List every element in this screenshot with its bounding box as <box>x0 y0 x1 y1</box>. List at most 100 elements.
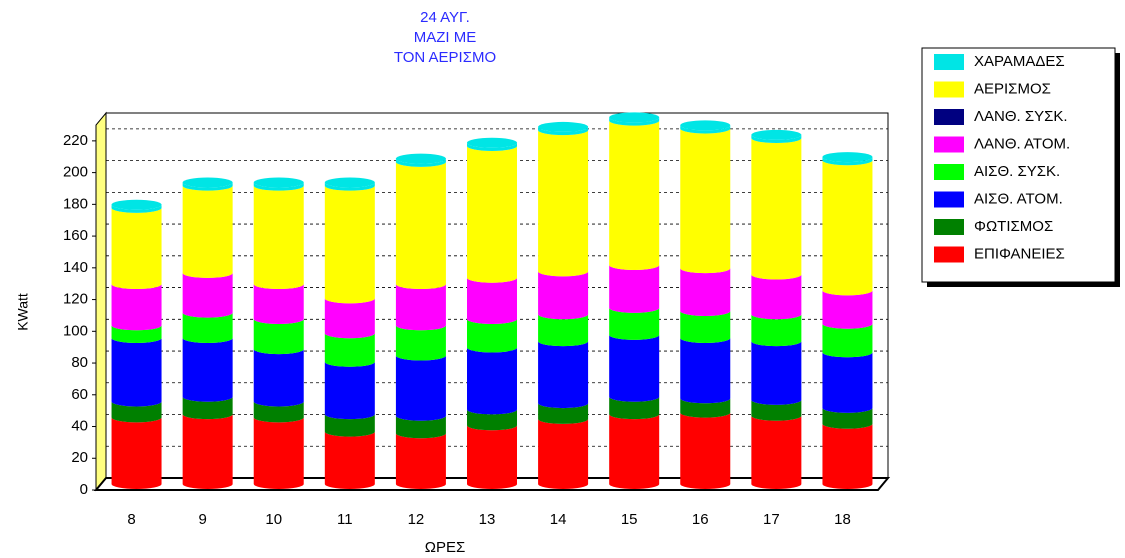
y-tick-label: 220 <box>63 132 88 149</box>
bar-segment <box>609 396 660 420</box>
legend-label: ΑΙΣΘ. ΑΤΟΜ. <box>974 190 1063 207</box>
bar-segment <box>538 418 589 489</box>
y-tick-label: 160 <box>63 227 88 244</box>
bar-cap <box>111 199 162 210</box>
y-tick-label: 0 <box>80 481 88 498</box>
bar-segment <box>609 117 660 126</box>
chart-title: 24 ΑΥΓ. <box>420 9 470 26</box>
bar-segment <box>538 271 589 320</box>
legend-swatch <box>934 54 964 70</box>
bar-segment <box>822 352 873 413</box>
bar-segment <box>253 318 304 355</box>
bar-segment <box>324 414 375 437</box>
bar-segment <box>467 409 517 431</box>
bar-segment <box>680 128 731 274</box>
legend-swatch <box>934 191 964 208</box>
bar-cap <box>253 177 304 188</box>
bar-segment <box>538 130 589 277</box>
bar-segment <box>324 182 375 191</box>
bar-segment <box>680 338 731 404</box>
bar-segment <box>324 298 375 339</box>
bar-segment <box>538 341 589 409</box>
bar-cap <box>467 137 517 148</box>
bar-segment <box>395 161 446 290</box>
legend-swatch <box>934 109 964 125</box>
bar-segment <box>822 407 873 429</box>
bar-segment <box>395 158 446 167</box>
bar-segment <box>324 185 375 304</box>
bar-segment <box>253 401 304 423</box>
bar-segment <box>253 182 304 191</box>
bar-segment <box>751 399 802 421</box>
bar-segment <box>680 412 731 489</box>
bar-segment <box>751 314 802 347</box>
bar-segment <box>324 333 375 367</box>
bar-segment <box>111 325 162 343</box>
bar-segment <box>395 325 446 361</box>
x-tick-label: 11 <box>337 511 353 528</box>
legend-label: ΧΑΡΑΜΑΔΕΣ <box>974 53 1065 70</box>
x-axis-label: ΩΡΕΣ <box>425 539 466 556</box>
bar-cap <box>538 121 589 132</box>
bar-segment <box>538 403 589 424</box>
y-tick-label: 100 <box>63 322 88 339</box>
legend-label: ΛΑΝΘ. ΑΤΟΜ. <box>974 135 1070 152</box>
bar-cap <box>822 152 873 163</box>
bar-segment <box>111 284 162 331</box>
y-tick-label: 20 <box>71 449 88 466</box>
bar-segment <box>609 265 660 313</box>
bar-segment <box>467 277 517 324</box>
bar-segment <box>182 338 233 402</box>
bar-segment <box>822 160 873 296</box>
bar-segment <box>395 415 446 439</box>
x-tick-label: 13 <box>479 511 496 528</box>
legend-swatch <box>934 164 964 180</box>
bar-cap <box>324 177 375 188</box>
bar-segment <box>609 414 660 489</box>
bar-segment <box>609 307 660 340</box>
y-axis-label: KWatt <box>15 293 31 331</box>
bar-cap <box>609 112 660 123</box>
bar-segment <box>609 120 660 270</box>
bar-segment <box>111 401 162 423</box>
x-tick-label: 8 <box>127 511 135 528</box>
x-tick-label: 18 <box>834 511 851 528</box>
bar-segment <box>467 318 517 353</box>
legend-swatch <box>934 136 964 153</box>
bar-segment <box>467 142 517 151</box>
bar-segment <box>253 185 304 290</box>
bar-segment <box>822 423 873 489</box>
bar-segment <box>395 284 446 331</box>
bar-segment <box>182 182 233 191</box>
bar-segment <box>111 338 162 407</box>
bar-segment <box>680 125 731 134</box>
bar-segment <box>182 312 233 343</box>
side-wall <box>95 111 107 492</box>
y-tick-label: 200 <box>63 164 88 181</box>
x-tick-label: 16 <box>692 511 709 528</box>
legend-swatch <box>934 219 964 235</box>
chart-title: ΜΑΖΙ ΜΕ <box>414 29 477 46</box>
bar-segment <box>111 207 162 290</box>
bar-segment <box>324 361 375 420</box>
bar-segment <box>324 431 375 489</box>
y-tick-label: 180 <box>63 195 88 212</box>
legend-label: ΦΩΤΙΣΜΟΣ <box>974 218 1053 235</box>
y-tick-label: 120 <box>63 291 88 308</box>
bar-segment <box>751 341 802 405</box>
bar-segment <box>395 433 446 489</box>
chart-title: ΤΟΝ ΑΕΡΙΣΜΟ <box>394 49 496 66</box>
bar-segment <box>609 334 660 402</box>
x-tick-label: 14 <box>550 511 567 528</box>
x-tick-label: 17 <box>763 511 780 528</box>
legend-swatch <box>934 246 964 263</box>
y-tick-label: 60 <box>71 386 88 403</box>
x-tick-label: 15 <box>621 511 638 528</box>
legend-label: ΕΠΙΦΑΝΕΙΕΣ <box>974 245 1065 262</box>
bar-segment <box>253 349 304 407</box>
bar-segment <box>751 134 802 144</box>
bar-segment <box>751 138 802 280</box>
bar-segment <box>182 414 233 489</box>
x-tick-label: 10 <box>265 511 282 528</box>
